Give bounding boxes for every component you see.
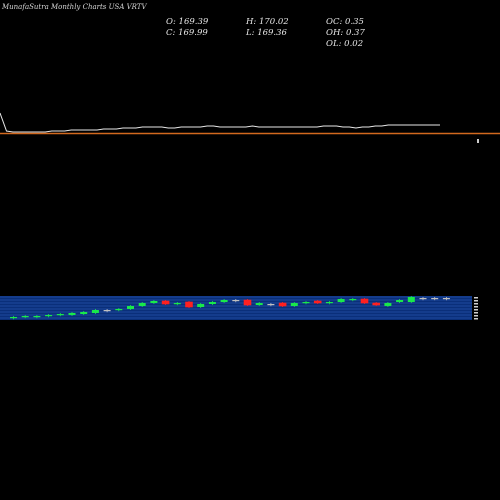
candle-body-24	[290, 303, 298, 306]
candle-body-28	[337, 299, 345, 302]
candle-body-18	[220, 300, 228, 302]
candle-body-6	[80, 312, 88, 314]
candle-body-17	[208, 302, 216, 304]
candle-body-31	[372, 302, 381, 306]
chart-title: MunafaSutra Monthly Charts USA VRTV	[2, 3, 147, 11]
candle-body-30	[360, 298, 369, 304]
candle-body-11	[138, 303, 146, 306]
candle-body-32	[384, 303, 392, 306]
price-lines	[0, 112, 500, 135]
oh-value: OH: 0.37	[326, 28, 365, 38]
candle-body-27	[325, 302, 333, 304]
candle-body-0	[10, 317, 17, 319]
candle-body-21	[255, 303, 263, 305]
candle-body-34	[407, 297, 415, 302]
candle-body-16	[197, 304, 205, 307]
candle-body-14	[173, 303, 181, 305]
candlesticks	[10, 296, 450, 320]
candle-body-33	[396, 300, 404, 302]
high-value: H: 170.02	[246, 17, 289, 27]
candle-body-8	[103, 310, 111, 312]
candle-body-7	[91, 310, 99, 313]
candle-body-23	[278, 302, 287, 307]
candle-body-1	[21, 316, 29, 318]
band-tick-1	[474, 300, 478, 302]
candle-body-29	[349, 299, 357, 301]
candle-body-20	[243, 299, 252, 306]
band-tick-4	[474, 309, 478, 311]
close-value: C: 169.99	[166, 28, 208, 38]
candle-body-5	[68, 313, 76, 315]
candle-body-2	[33, 316, 41, 318]
candle-body-22	[267, 304, 275, 306]
low-value: L: 169.36	[246, 28, 287, 38]
candle-body-19	[232, 300, 240, 302]
candle-body-37	[442, 298, 450, 300]
candle-body-35	[419, 298, 427, 300]
candle-body-36	[431, 298, 439, 300]
candle-body-10	[127, 306, 134, 309]
band-tick-3	[474, 306, 478, 308]
band-tick-6	[474, 315, 478, 317]
band-tick-0	[474, 297, 478, 299]
ol-value: OL: 0.02	[326, 39, 364, 49]
band-tick-7	[474, 318, 478, 320]
band-tick-5	[474, 312, 478, 314]
price-line	[0, 112, 440, 133]
candle-body-3	[45, 315, 53, 317]
oc-value: OC: 0.35	[326, 17, 364, 27]
candle-body-26	[313, 300, 322, 304]
open-value: O: 169.39	[166, 17, 209, 27]
candle-body-12	[150, 301, 158, 303]
candle-body-25	[302, 302, 310, 304]
candle-body-9	[115, 309, 123, 311]
candle-body-4	[56, 314, 64, 316]
band-tick-2	[474, 303, 478, 305]
axis-mark	[477, 139, 479, 143]
candle-body-15	[185, 301, 193, 308]
right-axis-marks	[474, 139, 479, 320]
candle-body-13	[161, 300, 170, 305]
